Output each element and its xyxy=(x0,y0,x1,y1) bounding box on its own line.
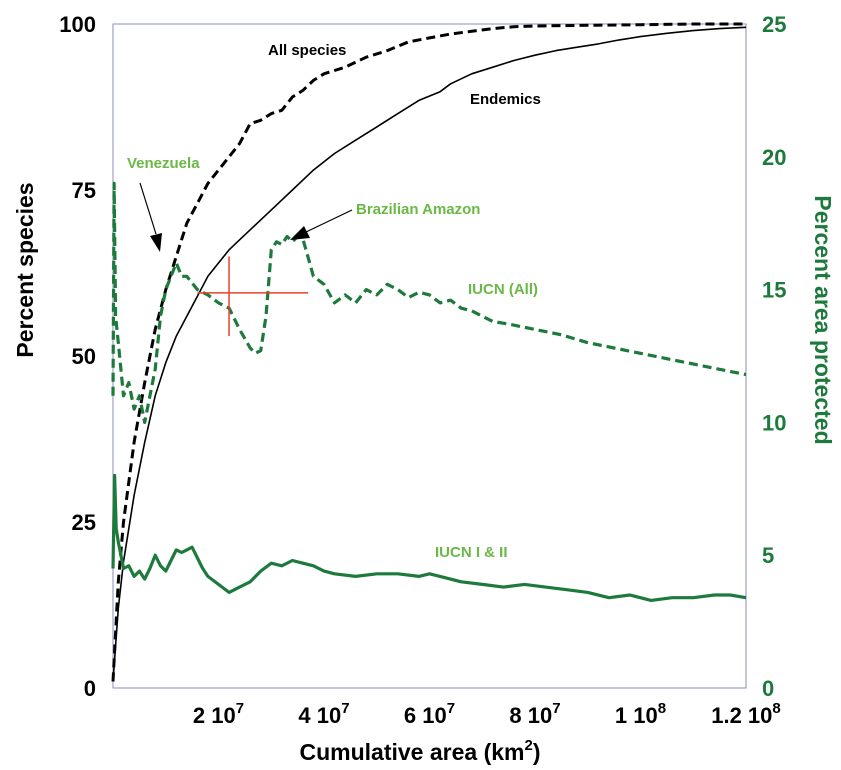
right-axis: 0 5 10 15 20 25 xyxy=(762,12,786,701)
x-tick-exponent: 7 xyxy=(341,700,349,717)
x-tick-label: 2 107 xyxy=(193,700,244,728)
left-axis: 0 25 50 75 100 xyxy=(59,12,96,701)
y-right-tick-label: 10 xyxy=(762,410,786,435)
x-tick-label: 6 107 xyxy=(404,700,455,728)
x-tick-base: 1.2 10 xyxy=(711,703,772,728)
x-tick-base: 4 10 xyxy=(298,703,341,728)
annotations: All species Endemics Venezuela Brazilian Am… xyxy=(127,42,541,561)
y-left-tick-label: 75 xyxy=(72,178,96,203)
amazon-arrow-line xyxy=(305,209,353,233)
x-axis-title: Cumulative area (km2) xyxy=(300,737,541,765)
series-line-all-species xyxy=(111,22,746,682)
x-tick-exponent: 8 xyxy=(772,700,780,717)
annotation-label: Endemics xyxy=(470,91,541,108)
y-left-tick-label: 0 xyxy=(84,676,96,701)
x-tick-base: 2 10 xyxy=(193,703,236,728)
plot-border xyxy=(112,23,747,689)
y-right-tick-label: 5 xyxy=(762,543,774,568)
y-left-tick-label: 25 xyxy=(72,510,96,535)
y-left-tick-label: 50 xyxy=(72,344,96,369)
venezuela-arrow-line xyxy=(139,182,157,235)
x-tick-base: 6 10 xyxy=(404,703,447,728)
annotation-label: Brazilian Amazon xyxy=(356,201,480,218)
y-right-tick-label: 0 xyxy=(762,676,774,701)
venezuela-arrow-head xyxy=(150,233,162,252)
y-axis-title-right: Percent area protected xyxy=(810,195,836,444)
annotation-label: IUCN (All) xyxy=(468,281,538,298)
x-tick-exponent: 7 xyxy=(236,700,244,717)
x-tick-label: 1 108 xyxy=(615,700,666,728)
x-tick-base: 8 10 xyxy=(509,703,552,728)
x-tick-base: 1 10 xyxy=(615,703,658,728)
x-axis: 2 107 4 107 6 107 8 107 1 108 1.2 108 xyxy=(193,700,781,728)
crosshair-marker xyxy=(197,256,309,337)
y-left-tick-label: 100 xyxy=(59,12,96,37)
plot-frame xyxy=(112,23,747,689)
series-line-iucn-all xyxy=(111,181,747,424)
annotation-label: IUCN I & II xyxy=(435,544,508,561)
x-tick-exponent: 7 xyxy=(447,700,455,717)
x-tick-exponent: 7 xyxy=(552,700,560,717)
series-line-iucn-i-ii xyxy=(111,473,747,603)
x-tick-label: 4 107 xyxy=(298,700,349,728)
x-axis-title-main: Cumulative area (km xyxy=(300,739,525,765)
x-axis-title-sup: 2 xyxy=(524,737,532,754)
annotation-label: All species xyxy=(268,42,346,59)
y-right-tick-label: 25 xyxy=(762,12,786,37)
annotation-label: Venezuela xyxy=(127,155,200,172)
series-group xyxy=(111,22,747,682)
amazon-arrow-head xyxy=(290,226,310,240)
y-right-tick-label: 15 xyxy=(762,278,786,303)
x-tick-label: 1.2 108 xyxy=(711,700,781,728)
x-tick-label: 8 107 xyxy=(509,700,560,728)
x-axis-title-tail: ) xyxy=(533,739,541,765)
y-axis-title-left: Percent species xyxy=(12,182,38,357)
x-tick-exponent: 8 xyxy=(658,700,666,717)
series-line-endemics xyxy=(112,26,747,682)
y-right-tick-label: 20 xyxy=(762,145,786,170)
